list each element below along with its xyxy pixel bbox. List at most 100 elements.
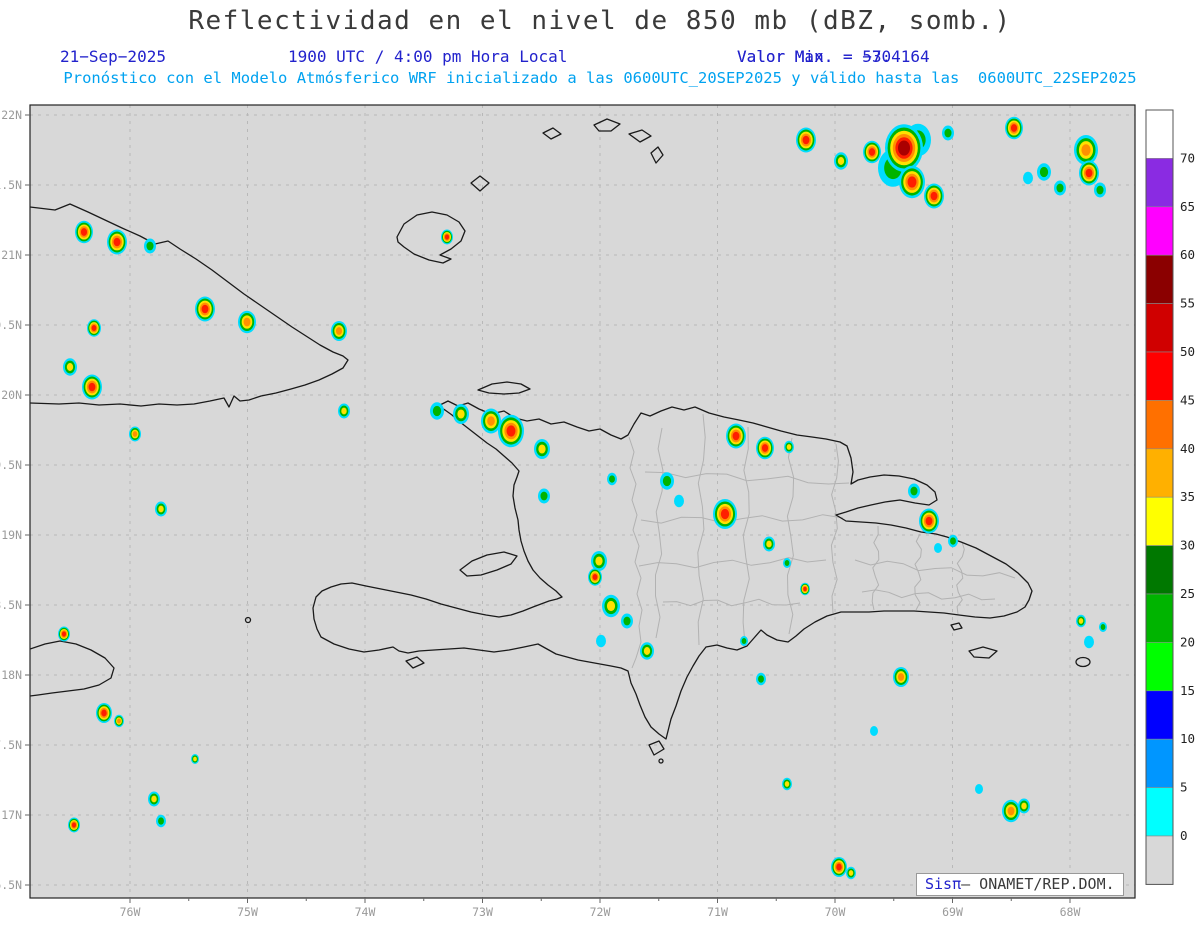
storm-cell-layer bbox=[761, 444, 769, 452]
forecast-line: Pronóstico con el Modelo Atmósferico WRF… bbox=[63, 69, 1137, 87]
lon-label: 74W bbox=[355, 905, 376, 919]
lat-label: 18.5N bbox=[0, 598, 22, 612]
storm-cell-layer bbox=[201, 304, 209, 314]
colorbar-segment bbox=[1145, 158, 1174, 208]
storm-cell bbox=[948, 534, 958, 548]
storm-cell bbox=[63, 358, 77, 376]
storm-cell bbox=[155, 501, 167, 517]
lon-label: 76W bbox=[120, 905, 141, 919]
storm-cell-layer bbox=[101, 709, 107, 717]
storm-cell-layer bbox=[487, 416, 495, 426]
storm-cell-layer bbox=[1081, 144, 1091, 156]
coastline bbox=[477, 381, 531, 395]
credit-sis: Sis bbox=[925, 875, 953, 893]
storm-cell bbox=[331, 321, 347, 341]
storm-cell bbox=[481, 408, 501, 434]
storm-cell bbox=[934, 543, 942, 553]
coastline bbox=[396, 211, 466, 264]
credit-text: – ONAMET/REP.DOM. bbox=[961, 875, 1115, 893]
storm-cell bbox=[756, 436, 774, 460]
storm-cell-layer bbox=[930, 191, 938, 201]
storm-cell-layer bbox=[870, 726, 878, 736]
grid-lines bbox=[30, 105, 1135, 898]
colorbar-segment bbox=[1145, 206, 1174, 256]
province-border-line bbox=[662, 598, 801, 607]
storm-cell bbox=[1023, 171, 1033, 185]
colorbar-segment bbox=[1145, 642, 1174, 692]
storm-cell bbox=[924, 183, 944, 209]
lat-label: 19.5N bbox=[0, 458, 22, 472]
storm-cell bbox=[588, 568, 602, 586]
storm-cell bbox=[596, 634, 606, 648]
storm-cell-layer bbox=[674, 494, 684, 508]
storm-cell bbox=[885, 124, 923, 172]
storm-cell bbox=[796, 127, 816, 153]
lat-label: 17.5N bbox=[0, 738, 22, 752]
lon-label: 69W bbox=[942, 905, 963, 919]
storm-cell bbox=[621, 613, 633, 629]
lat-label: 20.5N bbox=[0, 318, 22, 332]
storm-cell-layer bbox=[606, 600, 616, 612]
storm-cell bbox=[908, 483, 920, 499]
storm-cell-layer bbox=[720, 508, 730, 520]
storm-cell-layer bbox=[1096, 185, 1104, 195]
storm-cell-layer bbox=[784, 560, 790, 566]
storm-cell-layer bbox=[158, 505, 164, 513]
storm-cell-layer bbox=[151, 795, 157, 803]
colorbar-segment bbox=[1145, 351, 1174, 401]
lat-label: 16.5N bbox=[0, 878, 22, 892]
storm-cell-layer bbox=[1085, 168, 1093, 178]
storm-cell bbox=[1084, 635, 1094, 649]
colorbar-label: 35 bbox=[1180, 489, 1195, 504]
coastline bbox=[30, 203, 349, 408]
colorbar-segment bbox=[1145, 835, 1174, 885]
storm-cell bbox=[800, 582, 810, 596]
valid-time: 1900 UTC / 4:00 pm Hora Local bbox=[288, 47, 568, 66]
storm-cell bbox=[607, 472, 617, 486]
coastline bbox=[542, 127, 562, 140]
storm-cell-layer bbox=[609, 475, 615, 483]
storm-cell bbox=[538, 488, 550, 504]
mona-island bbox=[1075, 656, 1091, 668]
storm-cell-layer bbox=[335, 327, 343, 335]
coastline bbox=[470, 175, 490, 192]
storm-cell-layer bbox=[950, 537, 956, 545]
storm-cell bbox=[534, 439, 550, 459]
storm-cells bbox=[58, 116, 1107, 880]
lon-label: 70W bbox=[825, 905, 846, 919]
coastline bbox=[628, 129, 652, 143]
storm-cell bbox=[156, 814, 166, 828]
colorbar-label: 50 bbox=[1180, 344, 1195, 359]
storm-cell-layer bbox=[132, 431, 138, 437]
lat-label: 21.5N bbox=[0, 178, 22, 192]
storm-cell-layer bbox=[786, 444, 792, 450]
lat-label: 17N bbox=[1, 808, 22, 822]
alto-velo-island bbox=[658, 758, 664, 764]
coastline bbox=[405, 656, 425, 669]
storm-cell bbox=[238, 310, 256, 334]
storm-cell bbox=[713, 499, 737, 529]
run-date: 21−Sep−2025 bbox=[60, 47, 166, 66]
lon-label: 73W bbox=[472, 905, 493, 919]
storm-cell-layer bbox=[1021, 802, 1027, 810]
haiti-dr-border bbox=[628, 436, 643, 669]
colorbar-segment bbox=[1145, 738, 1174, 788]
storm-cell-layer bbox=[837, 157, 845, 165]
lon-label: 71W bbox=[707, 905, 728, 919]
coastline bbox=[648, 740, 665, 756]
storm-cell-layer bbox=[432, 405, 442, 417]
storm-cell-layer bbox=[836, 863, 842, 871]
colorbar-label: 45 bbox=[1180, 392, 1195, 407]
storm-cell bbox=[96, 703, 112, 723]
colorbar-label: 60 bbox=[1180, 247, 1195, 262]
page-title: Reflectividad en el nivel de 850 mb (dBZ… bbox=[188, 6, 1012, 36]
storm-cell-layer bbox=[975, 784, 983, 794]
storm-cell-layer bbox=[538, 444, 546, 454]
storm-cell-layer bbox=[61, 631, 67, 637]
storm-cell bbox=[148, 791, 160, 807]
storm-cell bbox=[75, 220, 93, 244]
storm-cell bbox=[58, 626, 70, 642]
storm-cell-layer bbox=[897, 673, 905, 681]
storm-cell bbox=[602, 594, 620, 618]
storm-cell bbox=[430, 402, 444, 420]
